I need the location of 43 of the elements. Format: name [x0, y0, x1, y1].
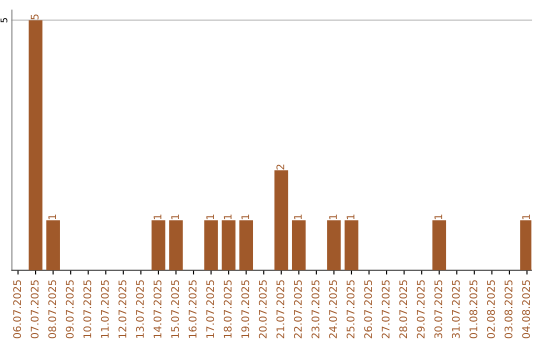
x-tick-label: 19.07.2025	[241, 280, 250, 338]
x-tick-label: 25.07.2025	[346, 280, 354, 338]
data-label: 1	[48, 214, 56, 220]
x-tick-label: 13.07.2025	[136, 280, 144, 338]
x-tick-label: 14.07.2025	[154, 280, 162, 338]
x-tick-label: 21.07.2025	[276, 280, 284, 338]
x-tick-label: 22.07.2025	[294, 280, 302, 338]
data-label: 1	[224, 214, 232, 220]
x-tick-label: 16.07.2025	[188, 280, 197, 338]
x-tick-label: 03.08.2025	[504, 280, 512, 338]
x-tick-label: 07.07.2025	[30, 280, 39, 338]
x-tick-label: 31.07.2025	[452, 280, 460, 338]
x-tick-label: 27.07.2025	[382, 280, 390, 338]
x-tick-label: 23.07.2025	[312, 280, 320, 338]
x-tick-label: 06.07.2025	[13, 280, 22, 338]
x-tick-label: 04.08.2025	[522, 280, 530, 338]
x-tick-label: 09.07.2025	[66, 280, 74, 338]
x-tick-label: 11.07.2025	[100, 280, 109, 338]
x-tick-label: 29.07.2025	[416, 280, 425, 338]
x-tick-label: 24.07.2025	[329, 280, 337, 338]
x-tick-label: 26.07.2025	[364, 280, 372, 338]
x-tick-label: 15.07.2025	[171, 280, 179, 338]
x-tick-label: 30.07.2025	[434, 280, 442, 338]
data-label: 1	[171, 214, 179, 220]
data-label: 1	[294, 214, 302, 220]
x-tick-label: 08.07.2025	[48, 280, 56, 338]
x-tick-label: 18.07.2025	[224, 280, 232, 338]
x-tick-label: 02.08.2025	[487, 280, 495, 338]
x-tick-label: 12.07.2025	[118, 280, 126, 338]
data-label: 1	[522, 214, 530, 220]
data-label: 5	[30, 14, 39, 20]
data-label: 1	[154, 214, 162, 220]
data-label: 2	[276, 164, 284, 170]
data-label: 1	[206, 214, 214, 220]
x-tick-label: 20.07.2025	[258, 280, 267, 338]
data-label: 1	[241, 214, 250, 220]
x-tick-label: 17.07.2025	[206, 280, 214, 338]
x-tick-label: 01.08.2025	[469, 280, 478, 338]
data-label: 1	[434, 214, 442, 220]
data-label: 1	[346, 214, 354, 220]
x-tick-label: 28.07.2025	[399, 280, 408, 338]
x-tick-label: 10.07.2025	[83, 280, 92, 338]
data-label: 1	[329, 214, 337, 220]
